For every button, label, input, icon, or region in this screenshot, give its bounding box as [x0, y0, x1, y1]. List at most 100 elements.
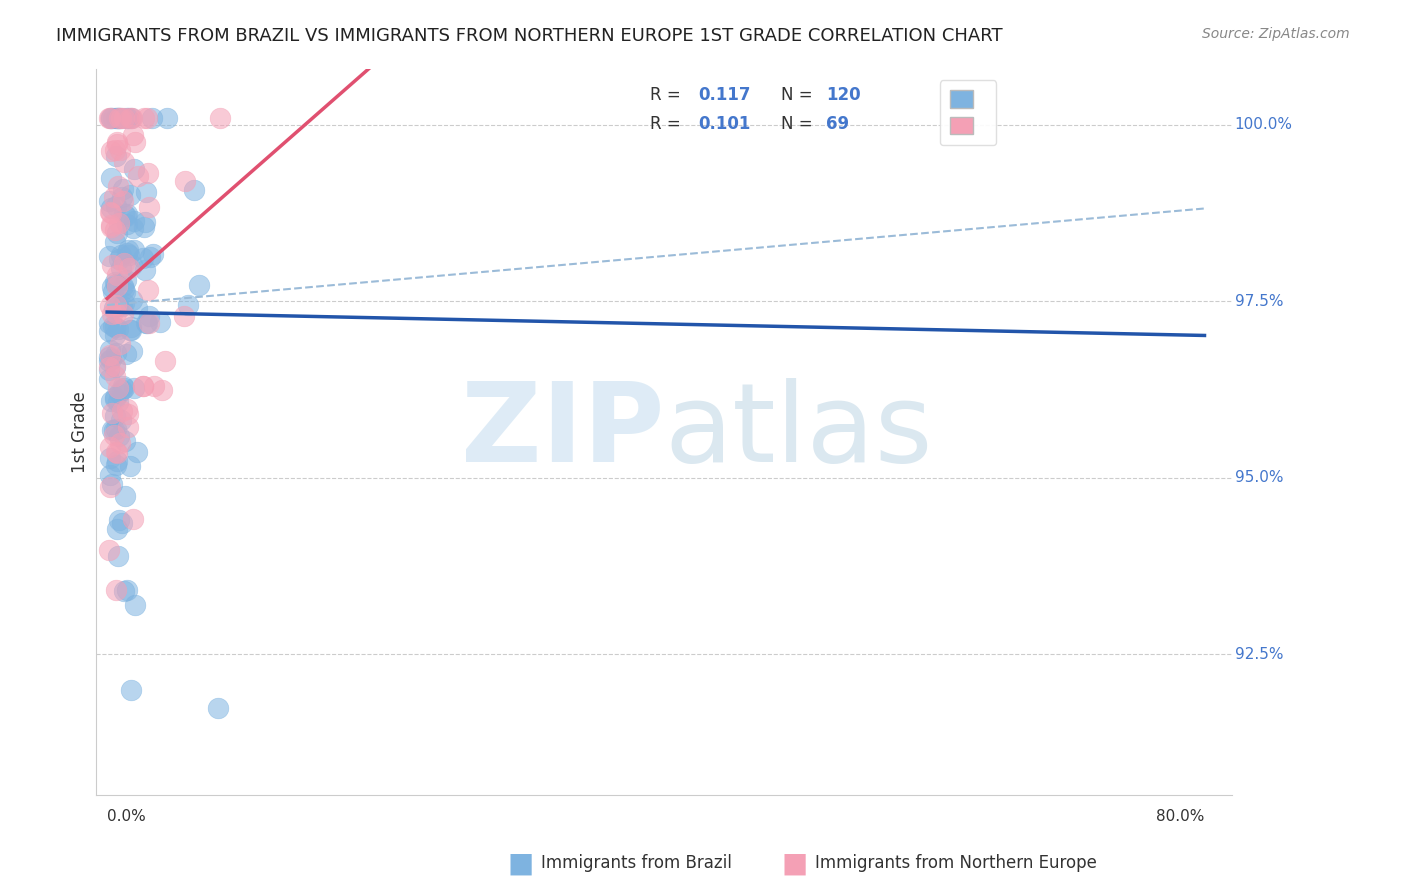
Point — [115, 209, 138, 223]
Point — [118, 322, 141, 336]
Point — [101, 477, 124, 491]
Point — [98, 467, 121, 482]
Point — [135, 316, 157, 330]
Point — [111, 190, 134, 204]
Point — [100, 145, 122, 159]
Point — [104, 422, 127, 436]
Text: 0.101: 0.101 — [699, 115, 751, 134]
Point — [173, 309, 195, 323]
Point — [97, 363, 120, 377]
Point — [107, 549, 129, 564]
Point — [112, 379, 135, 393]
Point — [155, 111, 177, 125]
Point — [125, 301, 148, 315]
Point — [120, 323, 142, 337]
Point — [134, 263, 156, 277]
Point — [114, 273, 136, 287]
Point — [105, 454, 128, 468]
Point — [107, 179, 129, 194]
Point — [108, 513, 131, 527]
Point — [112, 207, 135, 221]
Point — [104, 275, 127, 289]
Point — [112, 282, 135, 296]
Point — [138, 283, 160, 297]
Point — [132, 252, 155, 266]
Point — [97, 542, 120, 557]
Text: IMMIGRANTS FROM BRAZIL VS IMMIGRANTS FROM NORTHERN EUROPE 1ST GRADE CORRELATION : IMMIGRANTS FROM BRAZIL VS IMMIGRANTS FRO… — [56, 27, 1002, 45]
Point — [103, 428, 125, 442]
Point — [122, 381, 145, 395]
Point — [97, 111, 120, 125]
Point — [134, 215, 156, 229]
Point — [112, 256, 135, 270]
Point — [127, 169, 149, 183]
Point — [118, 188, 141, 202]
Point — [104, 392, 127, 406]
Point — [100, 111, 122, 125]
Text: 97.5%: 97.5% — [1234, 293, 1284, 309]
Point — [108, 215, 131, 229]
Point — [107, 111, 129, 125]
Point — [124, 135, 146, 149]
Text: 95.0%: 95.0% — [1234, 470, 1284, 485]
Point — [104, 390, 127, 404]
Point — [100, 423, 122, 437]
Point — [138, 200, 160, 214]
Point — [132, 219, 155, 234]
Point — [135, 316, 157, 330]
Point — [132, 111, 155, 125]
Point — [112, 381, 135, 395]
Point — [105, 268, 128, 282]
Point — [101, 406, 124, 420]
Point — [105, 111, 128, 125]
Point — [104, 359, 127, 374]
Point — [114, 347, 136, 361]
Point — [207, 701, 229, 715]
Point — [101, 319, 124, 334]
Point — [111, 279, 134, 293]
Point — [97, 372, 120, 386]
Point — [105, 522, 128, 536]
Point — [121, 344, 143, 359]
Point — [187, 277, 209, 292]
Point — [100, 218, 122, 232]
Text: R =: R = — [651, 87, 681, 104]
Point — [104, 111, 127, 125]
Point — [142, 247, 165, 261]
Point — [111, 300, 134, 314]
Point — [105, 277, 128, 291]
Point — [139, 250, 162, 264]
Point — [112, 111, 135, 125]
Point — [104, 445, 127, 459]
Point — [112, 155, 135, 169]
Point — [138, 309, 160, 323]
Point — [107, 111, 129, 125]
Point — [117, 407, 139, 421]
Point — [98, 324, 121, 338]
Point — [110, 413, 132, 427]
Point — [101, 258, 124, 272]
Text: 80.0%: 80.0% — [1156, 809, 1205, 824]
Point — [114, 489, 136, 503]
Point — [105, 345, 128, 359]
Point — [111, 516, 134, 530]
Point — [149, 315, 172, 329]
Point — [98, 441, 121, 455]
Point — [111, 307, 134, 321]
Text: atlas: atlas — [664, 378, 932, 485]
Point — [97, 360, 120, 375]
Point — [100, 351, 122, 366]
Point — [101, 307, 124, 321]
Point — [120, 111, 142, 125]
Point — [121, 258, 143, 272]
Y-axis label: 1st Grade: 1st Grade — [72, 391, 89, 473]
Point — [107, 137, 129, 152]
Text: 0.117: 0.117 — [699, 87, 751, 104]
Point — [111, 182, 134, 196]
Point — [118, 248, 141, 262]
Point — [98, 451, 121, 466]
Point — [105, 446, 128, 460]
Point — [98, 343, 121, 358]
Point — [183, 182, 205, 196]
Point — [104, 409, 127, 423]
